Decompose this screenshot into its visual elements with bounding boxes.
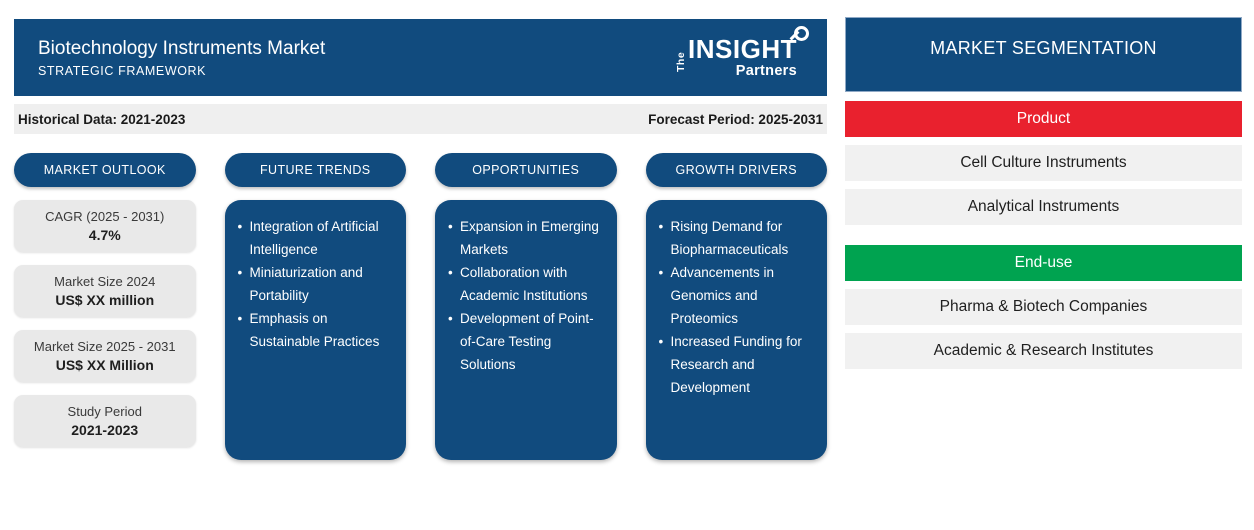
stat-label: Study Period [67, 404, 142, 419]
growth-drivers-list: Rising Demand for Biopharmaceuticals Adv… [659, 215, 818, 399]
forecast-period-label: Forecast Period: 2025-2031 [648, 111, 823, 127]
logo-the-text: The [675, 51, 688, 72]
segment-group-end-use: End-use [845, 245, 1242, 281]
column-market-outlook: MARKET OUTLOOK CAGR (2025 - 2031) 4.7% M… [14, 153, 196, 460]
segment-item-cell-culture: Cell Culture Instruments [845, 145, 1242, 181]
logo-row: The INSIGHT Partners [675, 26, 809, 79]
segment-item-academic-research: Academic & Research Institutes [845, 333, 1242, 369]
period-info-bar: Historical Data: 2021-2023 Forecast Peri… [14, 104, 827, 134]
stat-value: 4.7% [88, 227, 121, 243]
stat-card-cagr: CAGR (2025 - 2031) 4.7% [14, 200, 196, 252]
bullet-item: Emphasis on Sustainable Practices [238, 307, 397, 353]
bullet-item: Miniaturization and Portability [238, 261, 397, 307]
market-segmentation-panel: MARKET SEGMENTATION Product Cell Culture… [845, 17, 1242, 369]
framework-columns: MARKET OUTLOOK CAGR (2025 - 2031) 4.7% M… [14, 153, 827, 460]
stat-label: CAGR (2025 - 2031) [45, 209, 165, 224]
segment-item-pharma-biotech: Pharma & Biotech Companies [845, 289, 1242, 325]
market-outlook-stats: CAGR (2025 - 2031) 4.7% Market Size 2024… [14, 200, 196, 447]
stat-card-market-size-2024: Market Size 2024 US$ XX million [14, 265, 196, 317]
column-future-trends: FUTURE TRENDS Integration of Artificial … [224, 153, 406, 460]
bullet-item: Advancements in Genomics and Proteomics [659, 261, 818, 330]
future-trends-header: FUTURE TRENDS [224, 153, 406, 187]
stat-value: 2021-2023 [71, 422, 139, 438]
column-growth-drivers: GROWTH DRIVERS Rising Demand for Biophar… [645, 153, 827, 460]
segment-item-analytical: Analytical Instruments [845, 189, 1242, 225]
framework-section: Biotechnology Instruments Market STRATEG… [14, 19, 827, 460]
bullet-item: Integration of Artificial Intelligence [238, 215, 397, 261]
logo-main: INSIGHT Partners [688, 26, 809, 79]
future-trends-list: Integration of Artificial Intelligence M… [238, 215, 397, 353]
page-title: Biotechnology Instruments Market [38, 37, 326, 59]
logo-insight-text: INSIGHT [688, 34, 797, 64]
stat-value: US$ XX million [55, 292, 155, 308]
stat-card-market-size-forecast: Market Size 2025 - 2031 US$ XX Million [14, 330, 196, 382]
bullet-item: Development of Point-of-Care Testing Sol… [448, 307, 607, 376]
title-banner: Biotechnology Instruments Market STRATEG… [14, 19, 827, 96]
opportunities-card: Expansion in Emerging Markets Collaborat… [435, 200, 617, 460]
market-segmentation-title: MARKET SEGMENTATION [845, 17, 1242, 92]
growth-drivers-header: GROWTH DRIVERS [645, 153, 827, 187]
future-trends-card: Integration of Artificial Intelligence M… [224, 200, 406, 460]
stat-label: Market Size 2024 [54, 274, 156, 289]
stat-label: Market Size 2025 - 2031 [33, 339, 176, 354]
logo-partners-text: Partners [735, 63, 797, 79]
stat-value: US$ XX Million [55, 357, 154, 373]
page-subtitle: STRATEGIC FRAMEWORK [38, 63, 207, 78]
market-outlook-header: MARKET OUTLOOK [14, 153, 196, 187]
insight-partners-logo: The INSIGHT Partners [675, 26, 809, 79]
bullet-item: Expansion in Emerging Markets [448, 215, 607, 261]
stat-card-study-period: Study Period 2021-2023 [14, 395, 196, 447]
opportunities-list: Expansion in Emerging Markets Collaborat… [448, 215, 607, 376]
opportunities-header: OPPORTUNITIES [435, 153, 617, 187]
magnifier-icon [789, 26, 809, 41]
growth-drivers-card: Rising Demand for Biopharmaceuticals Adv… [645, 200, 827, 460]
segment-group-product: Product [845, 101, 1242, 137]
bullet-item: Increased Funding for Research and Devel… [659, 330, 818, 399]
column-opportunities: OPPORTUNITIES Expansion in Emerging Mark… [435, 153, 617, 460]
bullet-item: Rising Demand for Biopharmaceuticals [659, 215, 818, 261]
historical-data-label: Historical Data: 2021-2023 [18, 111, 186, 127]
bullet-item: Collaboration with Academic Institutions [448, 261, 607, 307]
